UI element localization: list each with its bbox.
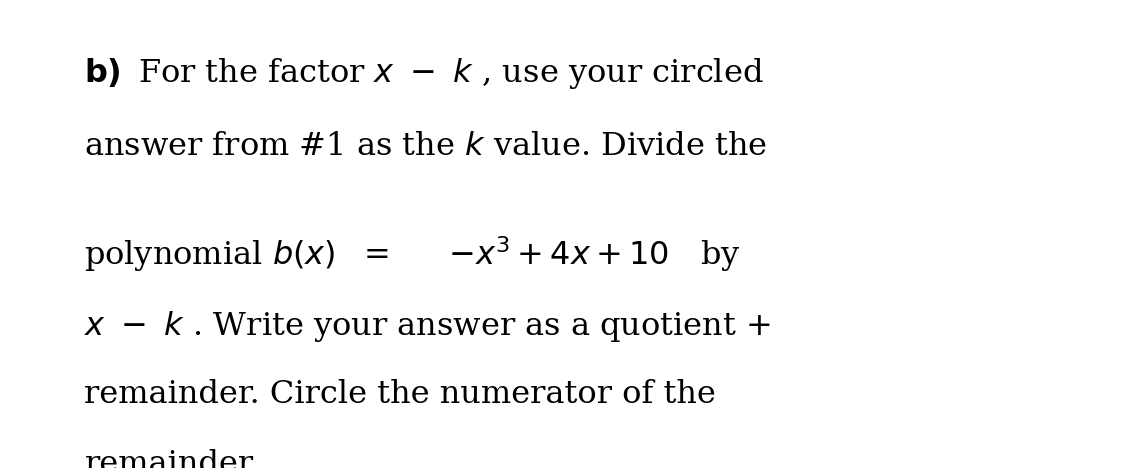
Text: remainder.: remainder. xyxy=(84,449,260,468)
Text: For the factor $x\ -\ k$ , use your circled: For the factor $x\ -\ k$ , use your circ… xyxy=(138,56,765,91)
Text: $x\ -\ k$ . Write your answer as a quotient $+$: $x\ -\ k$ . Write your answer as a quoti… xyxy=(84,309,771,344)
Text: remainder. Circle the numerator of the: remainder. Circle the numerator of the xyxy=(84,379,716,410)
Text: polynomial $b(x)\ \ =\ \ \ \ \ {-x^3} + 4x + 10\ \ $ by: polynomial $b(x)\ \ =\ \ \ \ \ {-x^3} + … xyxy=(84,234,741,274)
Text: answer from #1 as the $k$ value. Divide the: answer from #1 as the $k$ value. Divide … xyxy=(84,131,768,162)
Text: $\mathbf{b)}$: $\mathbf{b)}$ xyxy=(84,56,122,89)
